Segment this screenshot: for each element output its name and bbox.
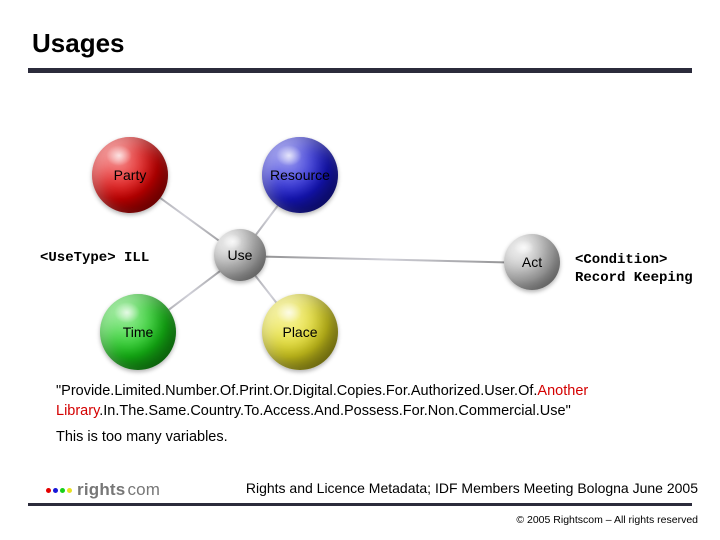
node-label-resource: Resource [262, 167, 338, 183]
side-label-prefix: <Condition> [575, 252, 667, 268]
node-place: Place [262, 294, 338, 370]
side-label-value: Record Keeping [575, 270, 693, 286]
page-title: Usages [32, 28, 125, 59]
logo-dots [46, 488, 72, 493]
node-time: Time [100, 294, 176, 370]
side-label-value: ILL [116, 250, 150, 266]
node-label-time: Time [100, 324, 176, 340]
node-use: Use [214, 229, 266, 281]
footer-copyright: © 2005 Rightscom – All rights reserved [516, 514, 698, 526]
logo-dot [53, 488, 58, 493]
logo-rightscom: rightscom [46, 480, 160, 500]
footer-credit: Rights and Licence Metadata; IDF Members… [246, 480, 698, 496]
diagram-canvas: Party Resource Time Place Act Use <UseType> IL… [0, 80, 720, 360]
quote-pre: "Provide.Limited.Number.Of.Print.Or.Digi… [56, 383, 537, 399]
node-act: Act [504, 234, 560, 290]
logo-dot [46, 488, 51, 493]
footer-rule [28, 503, 692, 506]
node-label-place: Place [262, 324, 338, 340]
logo-dot [60, 488, 65, 493]
node-label-use: Use [214, 247, 266, 263]
side-label-condition: <Condition> Record Keeping [575, 250, 693, 286]
body-quote: "Provide.Limited.Number.Of.Print.Or.Digi… [56, 382, 680, 421]
node-resource: Resource [262, 137, 338, 213]
quote-post: .In.The.Same.Country.To.Access.And.Posse… [99, 403, 570, 419]
title-rule [28, 68, 692, 73]
logo-dot [67, 488, 72, 493]
side-label-usetype: <UseType> ILL [40, 248, 149, 266]
body-comment: This is too many variables. [56, 428, 680, 448]
connector [240, 255, 532, 264]
logo-text-rest: com [127, 480, 160, 500]
logo-text-bold: rights [77, 480, 125, 500]
side-label-prefix: <UseType> [40, 250, 116, 266]
node-label-act: Act [504, 254, 560, 270]
node-party: Party [92, 137, 168, 213]
node-label-party: Party [92, 167, 168, 183]
